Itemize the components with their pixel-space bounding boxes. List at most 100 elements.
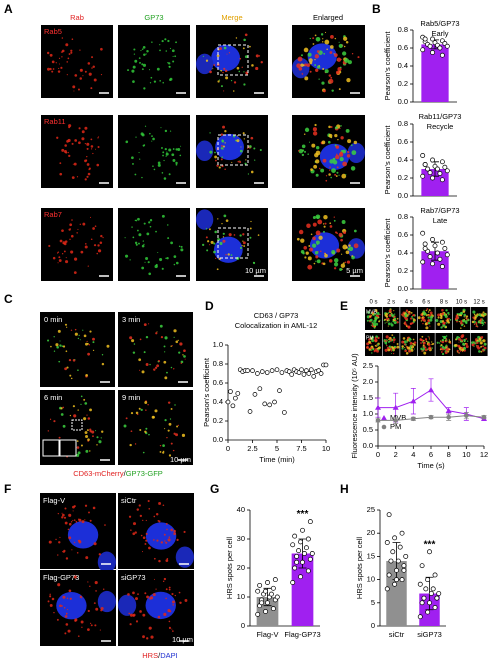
vesicle — [341, 173, 347, 179]
vesicle — [173, 532, 176, 536]
vesicle — [324, 253, 328, 258]
vesicle — [89, 585, 91, 588]
data-point — [430, 261, 435, 267]
vesicle — [150, 635, 154, 639]
vesicle — [427, 316, 430, 319]
vesicle — [142, 536, 146, 540]
vesicle — [69, 597, 72, 600]
data-point — [269, 368, 275, 373]
vesicle — [141, 133, 145, 137]
vesicle — [102, 236, 104, 239]
vesicle — [87, 172, 91, 176]
vesicle — [431, 341, 433, 343]
vesicle — [239, 149, 243, 153]
vesicle — [388, 346, 390, 348]
vesicle — [168, 422, 172, 426]
vesicle — [324, 222, 327, 225]
vesicle — [96, 436, 99, 439]
vesicle — [71, 219, 73, 221]
vesicle — [142, 144, 145, 147]
vesicle — [476, 315, 479, 318]
vesicle — [410, 349, 414, 352]
vesicle — [324, 39, 330, 45]
vesicle — [465, 337, 468, 340]
vesicle — [93, 244, 97, 247]
vesicle — [182, 354, 184, 356]
micrograph — [292, 208, 365, 281]
vesicle — [172, 600, 175, 604]
vesicle — [132, 351, 136, 354]
data-point — [394, 577, 399, 583]
vesicle — [169, 78, 172, 82]
vesicle — [160, 541, 164, 544]
x-axis-label: Time (s) — [417, 461, 445, 470]
vesicle — [314, 123, 317, 127]
vesicle — [92, 349, 95, 352]
vesicle — [372, 348, 374, 350]
data-point — [298, 574, 303, 580]
vesicle — [74, 257, 78, 261]
vesicle — [55, 62, 57, 64]
vesicle — [405, 325, 408, 328]
vesicle — [228, 52, 231, 54]
vesicle — [366, 319, 369, 322]
vesicle — [340, 263, 346, 268]
vesicle — [154, 409, 158, 413]
vesicle — [61, 229, 64, 233]
vesicle — [141, 68, 144, 71]
data-point — [290, 542, 296, 548]
vesicle — [139, 338, 142, 341]
vesicle — [128, 515, 132, 518]
data-point — [420, 173, 426, 179]
vesicle — [438, 342, 441, 344]
vesicle — [47, 600, 50, 603]
vesicle — [347, 139, 352, 144]
data-point — [439, 52, 445, 58]
vesicle — [353, 140, 358, 145]
vesicle — [144, 430, 147, 434]
time-label: 2 s — [387, 300, 395, 306]
vesicle — [166, 257, 169, 260]
micrograph — [41, 208, 113, 281]
vesicle — [370, 349, 373, 351]
vesicle — [297, 56, 303, 62]
vesicle — [175, 261, 179, 265]
data-point — [247, 409, 253, 414]
vesicle — [401, 313, 404, 316]
vesicle — [245, 71, 249, 75]
vesicle — [164, 351, 166, 353]
vesicle — [342, 161, 348, 167]
vesicle — [339, 157, 344, 162]
vesicle — [297, 149, 300, 152]
vesicle — [456, 317, 459, 320]
vesicle — [201, 243, 205, 247]
vesicle — [396, 317, 399, 320]
vesicle — [473, 345, 475, 348]
vesicle — [323, 52, 326, 55]
vesicle — [345, 250, 350, 255]
caption-part: / — [158, 651, 161, 660]
data-point — [432, 604, 438, 610]
vesicle — [78, 127, 81, 130]
vesicle — [209, 244, 211, 246]
vesicle — [420, 342, 422, 344]
vesicle — [180, 145, 182, 147]
vesicle — [143, 53, 146, 57]
vesicle — [58, 67, 60, 70]
vesicle — [66, 597, 69, 600]
vesicle — [205, 228, 208, 230]
vesicle — [138, 152, 140, 154]
data-point — [420, 47, 426, 53]
y-tick-label: 0.4 — [213, 397, 223, 406]
vesicle — [244, 162, 247, 165]
vesicle — [384, 348, 388, 352]
vesicle — [369, 347, 372, 350]
image-background — [382, 307, 400, 330]
y-tick-label: 20 — [367, 528, 375, 537]
data-point — [446, 414, 451, 420]
nucleus — [215, 133, 244, 161]
x-tick-label: 5 — [275, 444, 279, 453]
vesicle — [175, 148, 178, 151]
y-tick-label: 0.0 — [398, 284, 408, 293]
vesicle — [157, 251, 159, 253]
